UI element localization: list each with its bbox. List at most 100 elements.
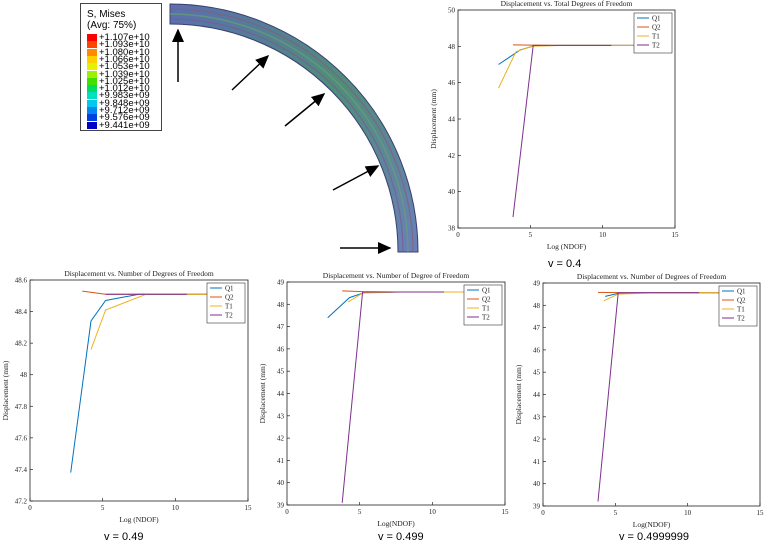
x-tick-label: 5 (614, 509, 618, 517)
contour-level-label: +1.107e+10 (99, 32, 150, 43)
y-tick-label: 40 (448, 188, 456, 196)
x-tick-label: 10 (599, 231, 607, 239)
contour-swatch (87, 70, 97, 78)
x-tick-label: 0 (28, 504, 32, 512)
y-tick-label: 45 (277, 368, 285, 376)
x-axis-label: Log (NDOF) (119, 515, 159, 524)
legend-label: T1 (482, 305, 490, 313)
contour-swatch (87, 99, 97, 107)
legend-label: T1 (737, 306, 745, 314)
contour-legend: S, Mises (Avg: 75%) +1.107e+10 +1.093e+10… (80, 3, 162, 131)
contour-level-label: +9.441e+09 (99, 119, 150, 131)
chart-4: 0 5 10 15 39 40 41 42 43 44 45 46 47 48 49 Displacement… (514, 272, 764, 529)
legend-label: Q2 (652, 24, 661, 32)
contour-level-label: +1.053e+10 (99, 61, 150, 73)
contour-level-label: +9.576e+09 (99, 112, 150, 124)
x-tick-label: 10 (172, 504, 180, 512)
contour-level-label: +9.983e+09 (99, 90, 150, 102)
y-tick-label: 48.4 (15, 308, 28, 316)
y-tick-label: 47.2 (15, 498, 28, 506)
contour-level-label: +9.848e+09 (99, 97, 150, 109)
y-tick-label: 44 (533, 391, 541, 399)
y-tick-label: 40 (277, 479, 285, 487)
y-tick-label: 47.6 (15, 434, 28, 442)
contour-swatch (87, 55, 97, 63)
x-tick-label: 5 (529, 231, 533, 239)
series-line-t2 (512, 44, 612, 218)
x-tick-label: 0 (456, 231, 460, 239)
x-tick-label: 15 (672, 231, 680, 239)
legend-label: Q2 (482, 296, 491, 304)
y-axis-label: Displacement (mm) (258, 363, 267, 423)
chart-2: 0 5 10 15 47.2 47.4 47.6 47.8 48 48.2 48.4 48.6 Disp… (1, 269, 252, 524)
y-tick-label: 49 (533, 280, 541, 288)
y-tick-label: 48.6 (15, 277, 28, 285)
legend-label: Q2 (737, 297, 746, 305)
contour-swatch (87, 107, 97, 114)
contour-swatch (87, 121, 97, 129)
chart-1: 0 5 10 15 38 40 42 44 46 48 50 Displacement vs. Tot… (429, 0, 679, 251)
chart-title: Displacement vs. Number of Degrees of Fr… (64, 269, 213, 278)
series-line-t2 (341, 291, 444, 503)
y-tick-label: 38 (448, 225, 456, 233)
x-tick-label: 10 (429, 508, 437, 516)
contour-swatch (87, 41, 97, 49)
load-arrow-2 (231, 54, 270, 91)
chart-legend (463, 284, 503, 326)
y-tick-label: 47.8 (15, 403, 28, 411)
poisson-ratio-caption: v = 0.499 (378, 531, 424, 543)
y-tick-label: 48.2 (15, 340, 28, 348)
y-tick-label: 41 (277, 457, 285, 465)
contour-swatch (87, 63, 97, 71)
y-axis-label: Displacement (mm) (1, 360, 10, 420)
x-tick-label: 5 (101, 504, 105, 512)
y-tick-label: 48 (20, 371, 28, 379)
legend-label: Q1 (737, 288, 746, 296)
y-tick-label: 46 (448, 79, 456, 87)
chart-legend (206, 282, 246, 324)
series-line-t2 (597, 292, 700, 502)
y-tick-label: 47 (277, 323, 285, 331)
y-tick-label: 46 (277, 345, 285, 353)
y-tick-label: 43 (277, 412, 285, 420)
x-tick-label: 0 (541, 509, 545, 517)
x-tick-label: 10 (684, 509, 692, 517)
y-tick-label: 42 (448, 152, 456, 160)
legend-label: T1 (652, 33, 660, 41)
y-tick-label: 40 (533, 480, 541, 488)
y-tick-label: 48 (277, 301, 285, 309)
y-tick-label: 49 (277, 279, 285, 287)
x-tick-label: 15 (757, 509, 765, 517)
y-tick-label: 44 (448, 116, 456, 124)
chart-title: Displacement vs. Number of Degree of Fre… (323, 271, 470, 280)
legend-label: T2 (482, 314, 490, 322)
contour-level-label: +1.012e+10 (99, 83, 150, 95)
y-tick-label: 39 (533, 503, 541, 511)
y-tick-label: 42 (277, 435, 285, 443)
chart-3: 0 5 10 15 39 40 41 42 43 44 45 46 47 48 49 Displacement… (258, 271, 509, 528)
chart-legend (718, 285, 758, 327)
chart-title: Displacement vs. Number of Degrees of Fr… (577, 272, 726, 281)
contour-swatch (87, 85, 97, 93)
contour-swatch (87, 48, 97, 56)
y-axis-label: Displacement (mm) (514, 364, 523, 424)
contour-level-label: +1.039e+10 (99, 68, 150, 80)
contour-swatch (87, 92, 97, 100)
contour-level-label: +1.025e+10 (99, 75, 150, 87)
y-tick-label: 42 (533, 436, 541, 444)
y-tick-label: 47 (533, 324, 541, 332)
contour-level-label: +1.093e+10 (99, 39, 150, 51)
y-tick-label: 48 (448, 43, 456, 51)
legend-label: T1 (225, 303, 233, 311)
y-tick-label: 41 (533, 458, 541, 466)
poisson-ratio-caption: v = 0.4 (548, 258, 582, 270)
pressure-arrows (172, 28, 392, 254)
y-tick-label: 45 (533, 369, 541, 377)
contour-level-label: +1.066e+10 (99, 53, 150, 65)
quarter-ring-mesh (169, 3, 419, 253)
load-arrow-3 (284, 93, 326, 127)
legend-label: Q1 (652, 15, 661, 23)
contour-legend-title: S, Mises (87, 9, 126, 20)
